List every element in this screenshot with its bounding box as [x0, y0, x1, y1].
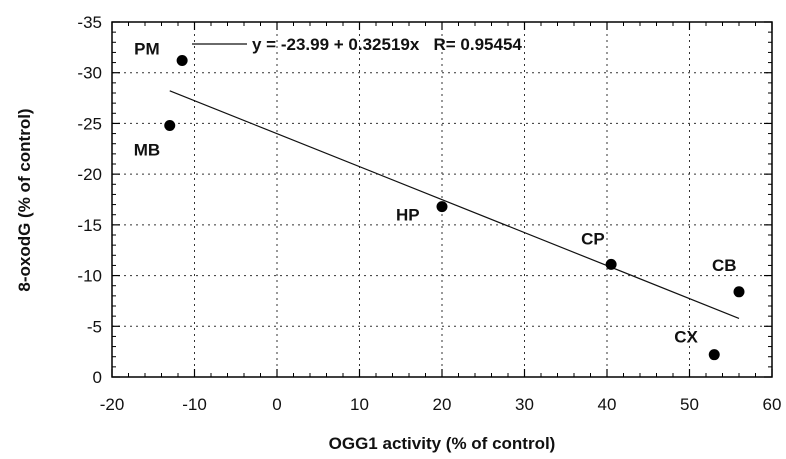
- y-tick-labels: 0 -5 -10 -15 -20 -25 -30 -35: [77, 13, 102, 387]
- x-tick-label: 10: [350, 395, 369, 414]
- data-point-cp: [605, 258, 617, 270]
- legend-equation: y = -23.99 + 0.32519x R= 0.95454: [252, 35, 522, 54]
- tick-marks: [111, 21, 773, 378]
- legend: y = -23.99 + 0.32519x R= 0.95454: [192, 35, 522, 54]
- x-tick-label: 0: [272, 395, 281, 414]
- x-tick-label: 40: [598, 395, 617, 414]
- x-tick-labels: -20 -10 0 10 20 30 40 50 60: [100, 395, 782, 414]
- point-label-cb: CB: [712, 256, 737, 275]
- x-tick-label: -10: [182, 395, 207, 414]
- y-tick-label: -30: [77, 64, 102, 83]
- point-label-hp: HP: [396, 206, 420, 225]
- data-point-mb: [164, 119, 176, 131]
- y-axis-title: 8-oxodG (% of control): [15, 108, 34, 291]
- grid: [112, 22, 772, 377]
- x-tick-label: 20: [433, 395, 452, 414]
- point-label-cx: CX: [674, 328, 698, 347]
- x-tick-label: -20: [100, 395, 125, 414]
- data-point-cx: [708, 349, 720, 361]
- point-label-pm: PM: [134, 40, 160, 59]
- y-tick-label: -35: [77, 13, 102, 32]
- point-label-cp: CP: [581, 229, 605, 248]
- y-tick-label: -25: [77, 114, 102, 133]
- point-label-mb: MB: [134, 140, 160, 159]
- y-tick-label: 0: [93, 368, 102, 387]
- x-axis-title: OGG1 activity (% of control): [329, 434, 556, 453]
- y-tick-label: -20: [77, 165, 102, 184]
- y-tick-label: -15: [77, 216, 102, 235]
- data-point-cb: [733, 286, 745, 298]
- data-point-hp: [436, 201, 448, 213]
- regression-line: [169, 90, 740, 319]
- x-tick-label: 30: [515, 395, 534, 414]
- data-points: PM MB HP CP CB CX: [134, 40, 745, 361]
- x-tick-label: 60: [763, 395, 782, 414]
- x-tick-label: 50: [680, 395, 699, 414]
- data-point-pm: [176, 55, 188, 67]
- y-tick-label: -5: [87, 317, 102, 336]
- y-tick-label: -10: [77, 267, 102, 286]
